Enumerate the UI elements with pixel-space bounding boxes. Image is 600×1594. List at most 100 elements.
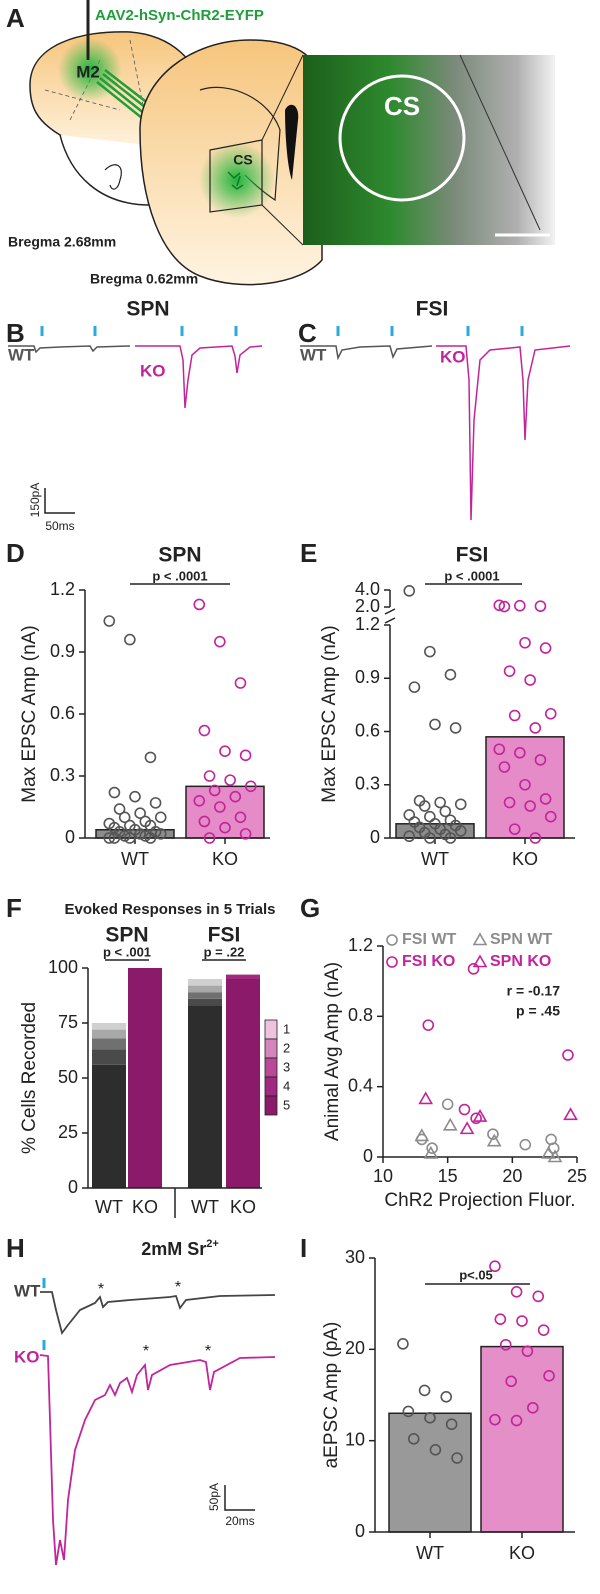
legend-label: 1 <box>283 1021 290 1036</box>
chart-title: SPN <box>158 544 201 567</box>
legend-label: 2 <box>283 1040 290 1055</box>
schematic <box>29 0 555 286</box>
y-tick-label: 0.6 <box>50 703 75 723</box>
bregma-label: Bregma 2.68mm <box>8 234 116 250</box>
y-tick-label: 0.4 <box>348 1075 373 1095</box>
y-tick-label: 75 <box>58 1012 78 1032</box>
virus-label: AAV2-hSyn-ChR2-EYFP <box>95 7 264 24</box>
data-point <box>489 1413 501 1426</box>
data-point <box>402 1405 415 1418</box>
genotype-label: WT <box>300 345 327 364</box>
bar-segment <box>92 1038 126 1050</box>
legend-swatch <box>264 1095 278 1116</box>
data-point <box>544 810 557 823</box>
panel-label: I <box>300 1233 307 1263</box>
y-tick-label: 0 <box>68 1177 78 1197</box>
data-point <box>534 600 547 612</box>
genotype-label: KO <box>14 1347 40 1366</box>
data-point <box>459 1121 475 1135</box>
data-point <box>229 790 242 803</box>
data-point <box>429 1444 442 1456</box>
title-superscript: 2+ <box>206 1238 219 1250</box>
data-point <box>458 1103 471 1116</box>
data-point <box>424 832 436 844</box>
legend-marker <box>472 932 488 946</box>
y-tick-label: 20 <box>345 1338 365 1358</box>
data-point <box>418 800 431 812</box>
x-tick-label: WT <box>95 1197 123 1217</box>
x-tick-label: 20 <box>502 1166 522 1186</box>
data-point <box>505 1375 517 1388</box>
y-tick-label: 50 <box>58 1067 78 1087</box>
genotype-label: KO <box>140 361 166 380</box>
bar-segment <box>226 979 260 1188</box>
data-point <box>426 1142 438 1155</box>
statistic: p = .45 <box>516 1003 560 1019</box>
data-point <box>124 832 136 844</box>
y-tick-label: 0 <box>65 827 75 847</box>
data-point <box>454 825 467 837</box>
data-point <box>124 633 136 646</box>
x-tick-label: WT <box>421 849 449 869</box>
chart-title: FSI <box>456 544 489 567</box>
data-point <box>407 1433 420 1445</box>
x-tick-label: 15 <box>438 1166 458 1186</box>
data-point <box>198 815 211 828</box>
data-point <box>234 677 247 689</box>
bar-segment <box>128 968 162 1188</box>
genotype-label: WT <box>8 345 35 364</box>
data-point <box>514 746 526 759</box>
scale-label: 50ms <box>45 519 74 533</box>
data-point <box>494 1313 507 1325</box>
y-tick-label: 1.2 <box>50 579 75 599</box>
data-point <box>214 635 226 648</box>
data-point <box>529 722 542 734</box>
legend-swatch <box>264 1076 278 1097</box>
trace-title: SPN <box>126 298 169 321</box>
data-point <box>403 809 416 821</box>
data-point <box>214 801 226 813</box>
data-point <box>103 832 116 844</box>
data-point <box>219 745 231 758</box>
data-point <box>113 803 126 815</box>
traces <box>8 326 571 521</box>
y-tick-label: 1.2 <box>355 614 380 634</box>
data-point <box>493 599 506 612</box>
data-point <box>539 793 552 805</box>
x-tick-label: KO <box>212 849 238 869</box>
x-tick-label: 25 <box>567 1166 587 1186</box>
significance: p<.05 <box>459 1267 493 1282</box>
data-point <box>408 681 421 693</box>
data-point <box>103 615 116 627</box>
panel-label: F <box>6 893 22 923</box>
legend-marker <box>386 934 398 946</box>
data-point <box>224 774 236 786</box>
legend-swatch <box>264 1019 278 1040</box>
data-point <box>423 1145 439 1159</box>
legend-label: 3 <box>283 1059 290 1074</box>
y-axis-label: Max EPSC Amp (nA) <box>19 625 40 802</box>
data-point <box>539 642 552 654</box>
data-point <box>510 1414 523 1427</box>
y-tick-label: 0 <box>355 1521 365 1541</box>
significance: p < .0001 <box>152 568 207 583</box>
y-tick-label: 10 <box>345 1429 365 1449</box>
data-point <box>439 805 452 818</box>
data-point <box>193 598 206 611</box>
y-tick-label: 100 <box>48 957 78 977</box>
data-point <box>234 811 247 824</box>
asterisk: * <box>143 1343 149 1360</box>
data-point <box>519 778 531 791</box>
group-title: SPN <box>105 924 148 947</box>
data-point <box>440 1391 453 1403</box>
data-point <box>514 599 526 612</box>
data-point <box>489 1260 501 1273</box>
data-point <box>239 749 252 762</box>
genotype-label: KO <box>440 347 466 366</box>
data-point <box>524 800 536 812</box>
data-point <box>503 665 516 677</box>
data-point <box>418 1091 434 1105</box>
data-point <box>562 1049 574 1061</box>
y-tick-label: 0.3 <box>50 765 75 785</box>
